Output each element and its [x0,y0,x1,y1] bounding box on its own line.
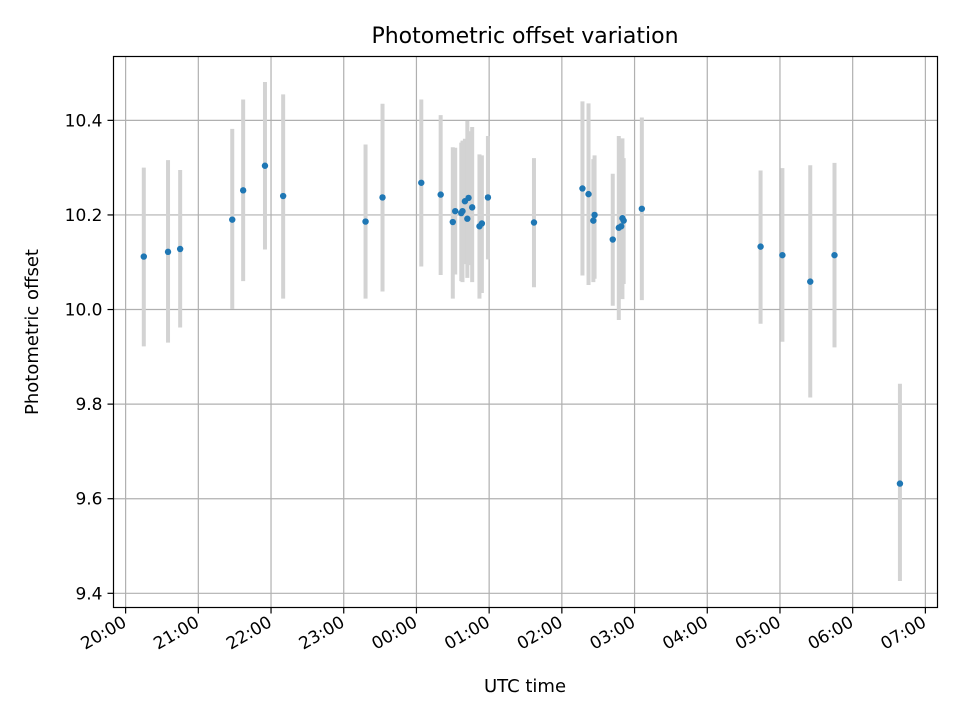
data-point [465,194,472,202]
data-points [140,162,904,487]
data-point [261,162,269,169]
data-point [459,207,466,215]
data-point [362,218,369,225]
data-point [590,217,597,224]
x-axis-label: UTC time [484,676,566,697]
data-point [896,480,904,487]
y-tick-label: 9.6 [75,490,102,510]
data-point [484,194,492,201]
y-tick-label: 9.4 [75,584,102,604]
data-point [279,192,287,200]
data-point [176,245,184,253]
plot-frame [112,55,939,609]
data-point [609,236,616,243]
data-point [418,179,425,186]
data-point [140,253,147,260]
data-point [530,219,538,226]
data-point [585,190,592,198]
y-axis-ticks: 9.4 9.6 9.8 10.0 10.2 10.4 [65,111,114,604]
data-point [452,207,459,215]
y-tick-label: 10.2 [65,206,103,226]
data-point [164,248,172,256]
data-point [478,220,486,227]
data-point [757,243,764,250]
data-point [449,218,456,226]
data-point [229,216,236,223]
data-point [831,251,838,259]
data-point [779,251,786,259]
data-point [638,205,646,212]
data-point [807,278,814,285]
data-point [620,217,627,224]
data-point [437,191,444,198]
y-tick-label: 10.0 [65,301,103,321]
y-tick-label: 9.8 [75,395,102,415]
y-tick-label: 10.4 [65,111,103,131]
chart-title: Photometric offset variation [371,24,678,49]
y-axis-label: Photometric offset [22,249,43,415]
data-point [591,211,598,219]
data-point [464,215,471,222]
data-point [239,187,247,194]
data-point [618,223,625,230]
data-point [379,194,386,201]
data-point [468,204,476,211]
data-point [579,185,586,192]
